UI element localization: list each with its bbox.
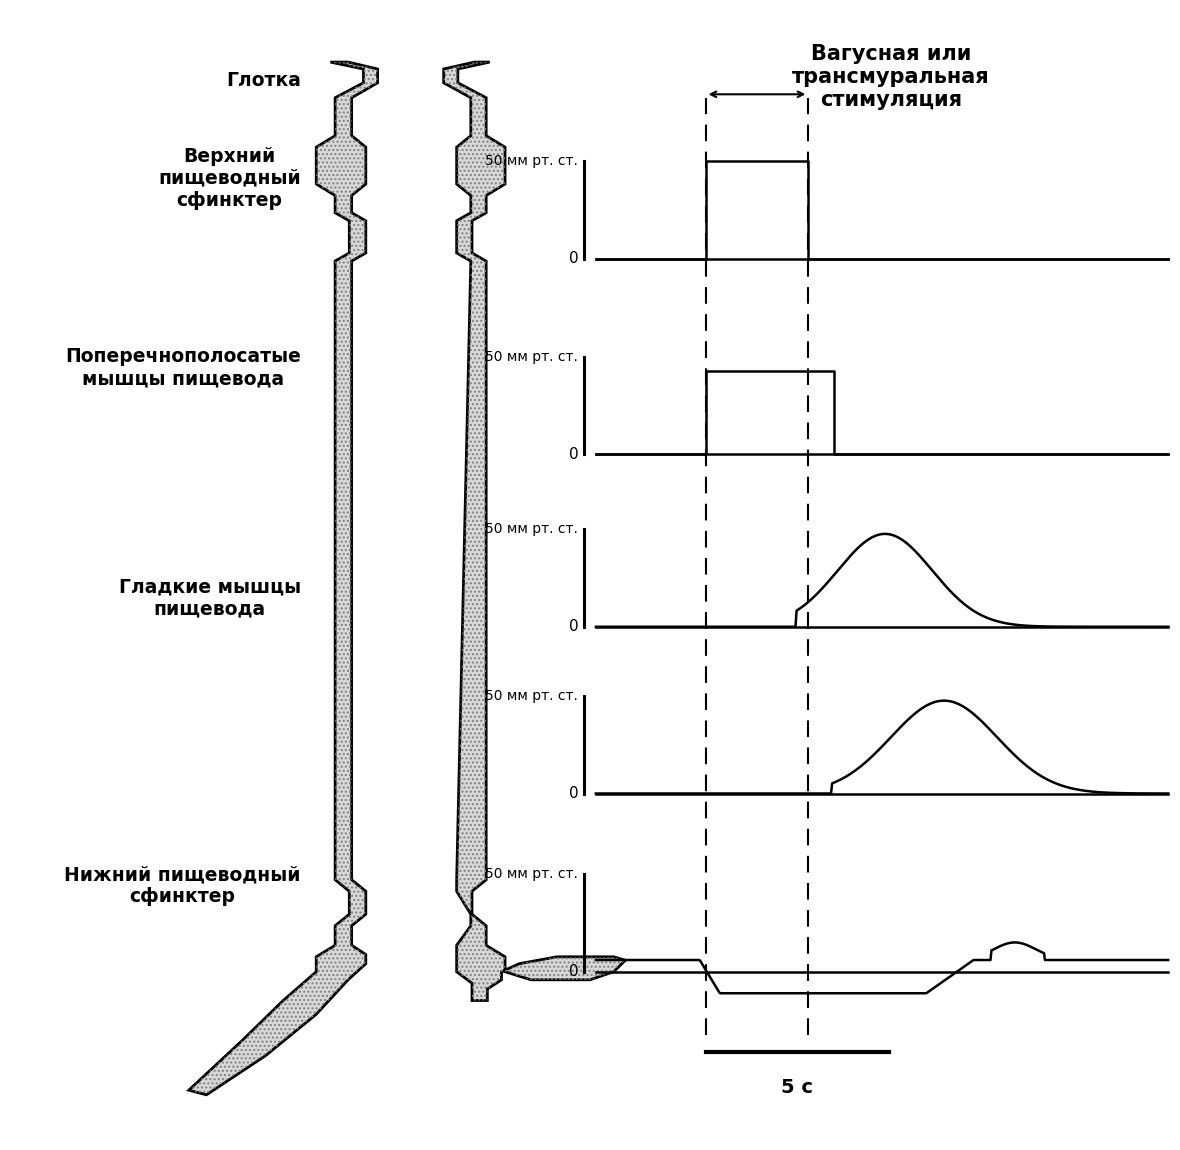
Text: 50 мм рт. ст.: 50 мм рт. ст. — [485, 154, 578, 168]
Polygon shape — [444, 62, 625, 1000]
Text: Вагусная или
трансмуральная
стимуляция: Вагусная или трансмуральная стимуляция — [792, 44, 990, 110]
Text: 50 мм рт. ст.: 50 мм рт. ст. — [485, 350, 578, 363]
Text: 0: 0 — [569, 785, 578, 802]
Text: 0: 0 — [569, 964, 578, 980]
Text: Гладкие мышцы
пищевода: Гладкие мышцы пищевода — [119, 577, 301, 619]
Text: 0: 0 — [569, 251, 578, 267]
Text: 50 мм рт. ст.: 50 мм рт. ст. — [485, 867, 578, 881]
Text: 50 мм рт. ст.: 50 мм рт. ст. — [485, 689, 578, 703]
Text: Верхний
пищеводный
сфинктер: Верхний пищеводный сфинктер — [158, 147, 301, 209]
Text: 0: 0 — [569, 446, 578, 462]
Text: Нижний пищеводный
сфинктер: Нижний пищеводный сфинктер — [65, 865, 301, 906]
Text: Глотка: Глотка — [227, 71, 301, 90]
Text: 5 с: 5 с — [781, 1078, 813, 1097]
Text: 50 мм рт. ст.: 50 мм рт. ст. — [485, 522, 578, 536]
Text: Поперечнополосатые
мышцы пищевода: Поперечнополосатые мышцы пищевода — [65, 347, 301, 389]
Text: 0: 0 — [569, 619, 578, 635]
Polygon shape — [189, 62, 378, 1095]
